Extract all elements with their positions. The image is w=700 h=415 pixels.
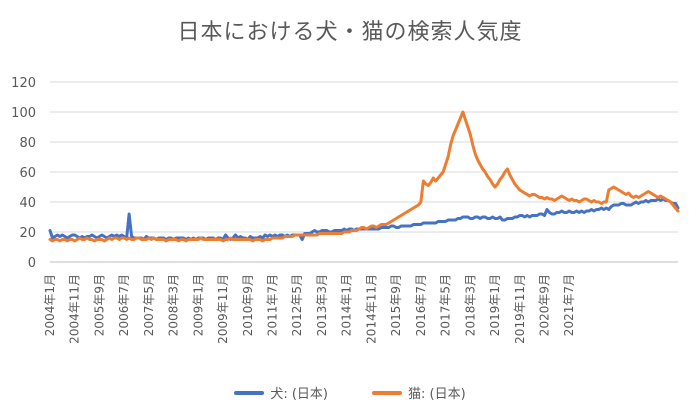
x-tick-label: 2017年5月 — [439, 274, 453, 336]
x-tick-label: 2021年7月 — [562, 274, 576, 336]
x-tick-label: 2020年9月 — [537, 274, 551, 336]
x-tick-label: 2004年11月 — [68, 274, 82, 344]
x-tick-label: 2019年1月 — [488, 274, 502, 336]
x-tick-label: 2012年5月 — [290, 274, 304, 336]
x-tick-label: 2005年9月 — [92, 274, 106, 336]
line-chart: 0 20 40 60 80 100 120 2004年1月 2004年11月 2005年9月 200… — [11, 76, 680, 344]
x-tick-label: 2015年9月 — [389, 274, 403, 336]
x-tick-label: 2004年1月 — [43, 274, 57, 336]
x-tick-label: 2016年7月 — [414, 274, 428, 336]
legend-swatch-dog — [234, 390, 265, 395]
chart-title: 日本における犬・猫の検索人気度 — [177, 20, 523, 45]
y-tick-label: 60 — [19, 166, 36, 181]
x-tick-label: 2008年3月 — [167, 274, 181, 336]
x-tick-label: 2018年3月 — [463, 274, 477, 336]
legend: 犬: (日本) 猫: (日本) — [0, 383, 700, 402]
legend-label-cat: 猫: (日本) — [408, 387, 466, 402]
x-tick-label: 2014年1月 — [340, 274, 354, 336]
y-tick-label: 20 — [19, 226, 36, 241]
x-tick-label: 2011年7月 — [266, 274, 280, 336]
legend-item-dog[interactable]: 犬: (日本) — [234, 383, 328, 402]
x-tick-label: 2014年11月 — [364, 274, 378, 344]
legend-item-cat[interactable]: 猫: (日本) — [372, 383, 466, 402]
y-tick-label: 40 — [19, 196, 36, 211]
x-tick-label: 2007年5月 — [142, 274, 156, 336]
legend-label-dog: 犬: (日本) — [270, 387, 328, 402]
y-tick-label: 120 — [11, 76, 36, 91]
x-tick-label: 2009年11月 — [216, 274, 230, 344]
y-tick-label: 0 — [28, 256, 36, 271]
legend-swatch-cat — [372, 390, 402, 395]
x-tick-label: 2013年3月 — [315, 274, 329, 336]
series-line-cat — [48, 110, 680, 243]
x-tick-label: 2019年11月 — [513, 274, 527, 344]
x-tick-label: 2010年9月 — [241, 274, 255, 336]
x-tick-label: 2006年7月 — [117, 274, 131, 336]
y-tick-label: 100 — [11, 106, 36, 121]
x-tick-label: 2009年1月 — [191, 274, 205, 336]
y-tick-label: 80 — [19, 136, 36, 151]
series-line-dog — [48, 197, 680, 241]
